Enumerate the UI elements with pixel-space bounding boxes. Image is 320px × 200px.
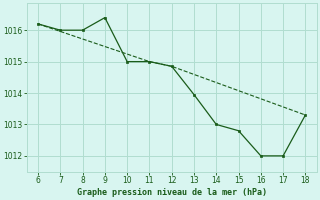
X-axis label: Graphe pression niveau de la mer (hPa): Graphe pression niveau de la mer (hPa)	[77, 188, 267, 197]
